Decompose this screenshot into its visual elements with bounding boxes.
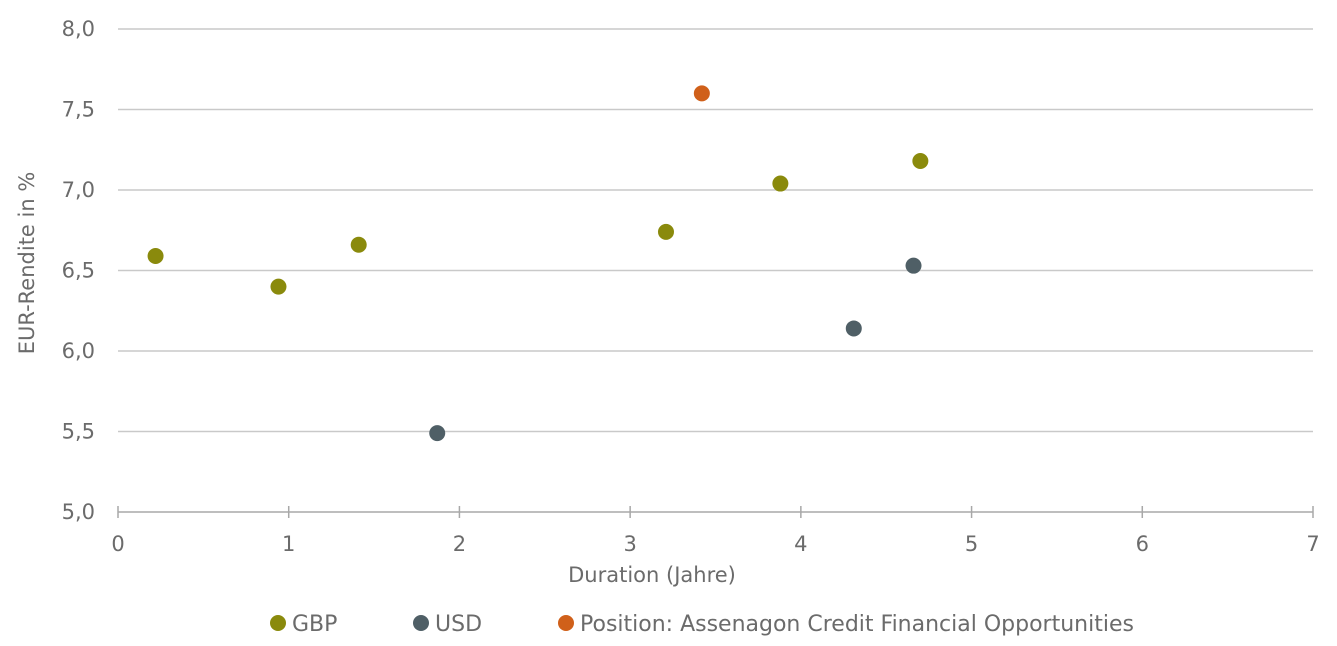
- x-tick-label: 4: [794, 532, 807, 556]
- legend-marker: [558, 615, 574, 631]
- x-tick-labels: 0 1 2 3 4 5 6 7: [111, 532, 1319, 556]
- data-point-gbp: [350, 236, 367, 253]
- legend: GBP USD Position: Assenagon Credit Financi…: [270, 612, 1134, 637]
- legend-marker: [413, 615, 429, 631]
- legend-label: USD: [435, 612, 482, 637]
- data-point-usd: [905, 257, 922, 274]
- y-tick-label: 6,0: [62, 339, 95, 363]
- data-point-position: [693, 85, 710, 102]
- x-tick-label: 0: [111, 532, 124, 556]
- y-axis-title: EUR-Rendite in %: [15, 172, 39, 355]
- y-tick-label: 7,0: [62, 178, 95, 202]
- legend-marker: [270, 615, 286, 631]
- data-point-gbp: [772, 175, 789, 192]
- axes: [117, 506, 1314, 518]
- x-tick-label: 5: [965, 532, 978, 556]
- data-point-gbp: [657, 223, 674, 240]
- data-point-usd: [845, 320, 862, 337]
- data-point-gbp: [912, 153, 929, 170]
- y-tick-label: 6,5: [62, 259, 95, 283]
- data-point-gbp: [147, 248, 164, 265]
- x-tick-label: 3: [623, 532, 636, 556]
- x-tick-label: 7: [1306, 532, 1319, 556]
- y-tick-label: 7,5: [62, 98, 95, 122]
- y-tick-label: 8,0: [62, 17, 95, 41]
- x-tick-label: 2: [453, 532, 466, 556]
- data-point-gbp: [270, 278, 287, 295]
- data-point-usd: [429, 425, 446, 442]
- legend-label: Position: Assenagon Credit Financial Opp…: [580, 612, 1134, 637]
- y-tick-label: 5,5: [62, 420, 95, 444]
- x-tick-label: 1: [282, 532, 295, 556]
- legend-label: GBP: [292, 612, 337, 637]
- x-axis-title: Duration (Jahre): [568, 563, 736, 587]
- x-tick-label: 6: [1136, 532, 1149, 556]
- y-tick-labels: 5,0 5,5 6,0 6,5 7,0 7,5 8,0: [62, 17, 95, 524]
- y-tick-label: 5,0: [62, 500, 95, 524]
- grid-lines: [118, 28, 1313, 433]
- data-points: [147, 85, 929, 442]
